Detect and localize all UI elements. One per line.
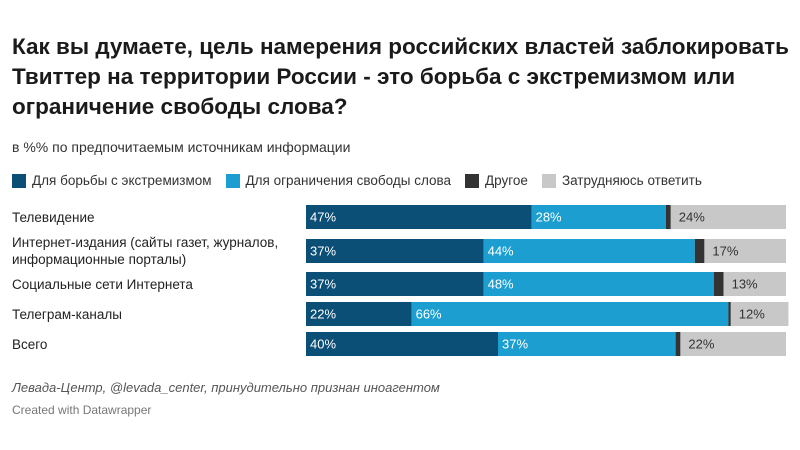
legend-label: Другое: [485, 173, 528, 188]
bar-segment: [675, 332, 681, 356]
category-label: Телевидение: [12, 209, 95, 225]
source: Левада-Центр, @levada_center, принудител…: [12, 380, 440, 395]
chart-title: Как вы думаете, цель намерения российски…: [12, 34, 789, 119]
bar-segment: [680, 332, 786, 356]
value-label: 22%: [688, 336, 714, 351]
bar-segment: [728, 302, 731, 326]
credit: Created with Datawrapper: [12, 403, 152, 417]
value-label: 48%: [488, 276, 514, 291]
value-label: 66%: [416, 306, 442, 321]
legend-item: Для ограничения свободы слова: [225, 173, 452, 188]
category-label: Интернет-издания (сайты газет, журналов,…: [12, 235, 279, 267]
bar-segment: [483, 239, 695, 263]
bar-segment: [531, 205, 666, 229]
chart-subtitle: в %% по предпочитаемым источникам информ…: [12, 139, 351, 155]
bar-segment: [306, 332, 498, 356]
value-label: 37%: [310, 243, 336, 258]
value-label: 28%: [536, 209, 562, 224]
value-label: 40%: [310, 336, 336, 351]
value-label: 37%: [310, 276, 336, 291]
category-label: Телеграм-каналы: [12, 306, 122, 322]
legend-item: Затрудняюсь ответить: [541, 173, 702, 188]
bar-segment: [666, 205, 671, 229]
legend: Для борьбы с экстремизмом Для ограничения…: [12, 173, 702, 188]
legend-swatch: [12, 173, 26, 188]
value-label: 37%: [502, 336, 528, 351]
bar-segment: [483, 272, 714, 296]
value-label: 47%: [310, 209, 336, 224]
bar-segment: [730, 302, 789, 326]
bar-segment: [714, 272, 724, 296]
bar-segment: [704, 239, 786, 263]
legend-swatch: [541, 173, 556, 188]
category-label: Социальные сети Интернета: [12, 276, 193, 292]
legend-label: Затрудняюсь ответить: [561, 173, 702, 188]
value-label: 22%: [310, 306, 336, 321]
legend-label: Для борьбы с экстремизмом: [32, 173, 212, 188]
bar-segment: [723, 272, 786, 296]
value-label: 44%: [488, 243, 514, 258]
value-label: 13%: [732, 276, 758, 291]
value-label: 24%: [679, 209, 705, 224]
legend-swatch: [225, 173, 240, 188]
legend-item: Другое: [465, 173, 528, 188]
bar-segment: [306, 272, 484, 296]
bar-segment: [306, 205, 532, 229]
bar-segment: [306, 239, 484, 263]
value-label: 12%: [739, 306, 765, 321]
legend-swatch: [465, 173, 480, 188]
legend-label: Для ограничения свободы слова: [245, 173, 452, 188]
bar-segment: [411, 302, 729, 326]
legend-item: Для борьбы с экстремизмом: [12, 173, 212, 188]
bar-segment: [670, 205, 786, 229]
category-label: Всего: [12, 336, 48, 352]
bar-segment: [694, 239, 705, 263]
bar-segment: [306, 302, 412, 326]
bar-segment: [498, 332, 676, 356]
value-label: 17%: [712, 243, 738, 258]
